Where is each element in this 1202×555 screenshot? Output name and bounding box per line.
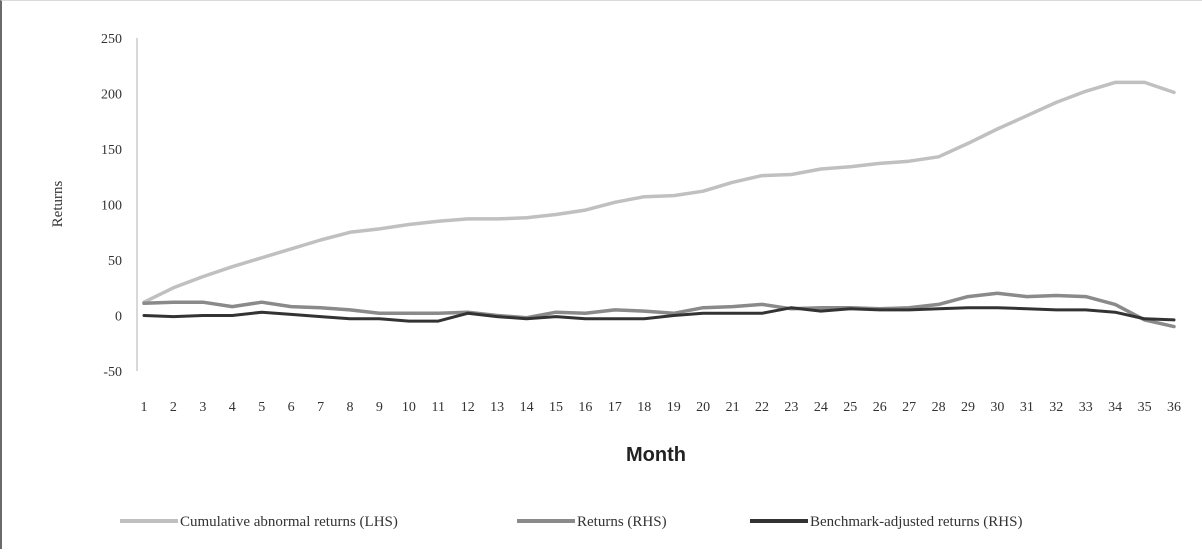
x-tick-label: 2 xyxy=(170,400,177,415)
x-tick-label: 14 xyxy=(520,400,534,415)
x-tick-label: 36 xyxy=(1167,400,1181,415)
y-axis-title: Returns xyxy=(50,181,66,228)
x-tick-label: 21 xyxy=(726,400,740,415)
x-tick-label: 5 xyxy=(258,400,265,415)
x-tick-label: 1 xyxy=(141,400,148,415)
series-line-2 xyxy=(142,291,1176,329)
y-tick-label: 200 xyxy=(101,88,122,103)
x-tick-label: 15 xyxy=(549,400,563,415)
x-tick-label: 23 xyxy=(784,400,798,415)
x-tick-label: 4 xyxy=(229,400,236,415)
x-tick-label: 26 xyxy=(873,400,887,415)
y-tick-label: 150 xyxy=(101,143,122,158)
x-tick-label: 28 xyxy=(932,400,946,415)
x-axis-title: Month xyxy=(626,444,686,466)
x-tick-label: 31 xyxy=(1020,400,1034,415)
legend: Cumulative abnormal returns (LHS) Returns… xyxy=(120,514,1022,530)
x-tick-label: 24 xyxy=(814,400,828,415)
legend-label-2: Returns (RHS) xyxy=(577,514,667,530)
x-tick-label: 33 xyxy=(1079,400,1093,415)
x-tick-label: 6 xyxy=(288,400,295,415)
x-tick-label: 29 xyxy=(961,400,975,415)
y-tick-labels: 250 200 150 100 50 0 -50 xyxy=(101,32,122,380)
x-tick-labels: 1 2 3 4 5 6 7 8 9 10 11 12 13 14 15 16 17 18 19 20 21 22 23 24 2… xyxy=(141,400,1182,415)
x-tick-label: 7 xyxy=(317,400,324,415)
x-tick-label: 20 xyxy=(696,400,710,415)
x-tick-label: 18 xyxy=(637,400,651,415)
series-line-1 xyxy=(142,80,1176,304)
series-lines xyxy=(142,80,1176,329)
legend-label-1: Cumulative abnormal returns (LHS) xyxy=(180,514,398,530)
x-tick-label: 11 xyxy=(432,400,445,415)
x-tick-label: 3 xyxy=(199,400,206,415)
x-tick-label: 10 xyxy=(402,400,416,415)
x-tick-label: 34 xyxy=(1108,400,1122,415)
x-tick-label: 8 xyxy=(347,400,354,415)
y-tick-label: 50 xyxy=(108,254,122,269)
y-tick-label: 250 xyxy=(101,32,122,47)
x-tick-label: 32 xyxy=(1049,400,1063,415)
x-tick-label: 19 xyxy=(667,400,681,415)
x-tick-label: 16 xyxy=(578,400,592,415)
legend-label-3: Benchmark-adjusted returns (RHS) xyxy=(810,514,1022,530)
series-line-3 xyxy=(142,306,1176,323)
y-tick-label: -50 xyxy=(103,365,122,380)
x-tick-label: 25 xyxy=(843,400,857,415)
x-tick-label: 17 xyxy=(608,400,622,415)
x-tick-label: 12 xyxy=(461,400,475,415)
x-tick-label: 22 xyxy=(755,400,769,415)
y-tick-label: 100 xyxy=(101,199,122,214)
x-tick-label: 35 xyxy=(1138,400,1152,415)
y-tick-label: 0 xyxy=(115,310,122,325)
x-tick-label: 13 xyxy=(490,400,504,415)
x-tick-label: 9 xyxy=(376,400,383,415)
x-tick-label: 27 xyxy=(902,400,916,415)
x-tick-label: 30 xyxy=(990,400,1004,415)
